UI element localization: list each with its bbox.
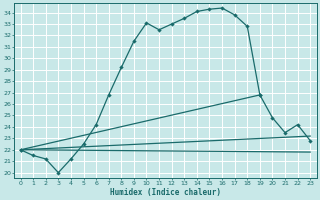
X-axis label: Humidex (Indice chaleur): Humidex (Indice chaleur) [110,188,221,197]
